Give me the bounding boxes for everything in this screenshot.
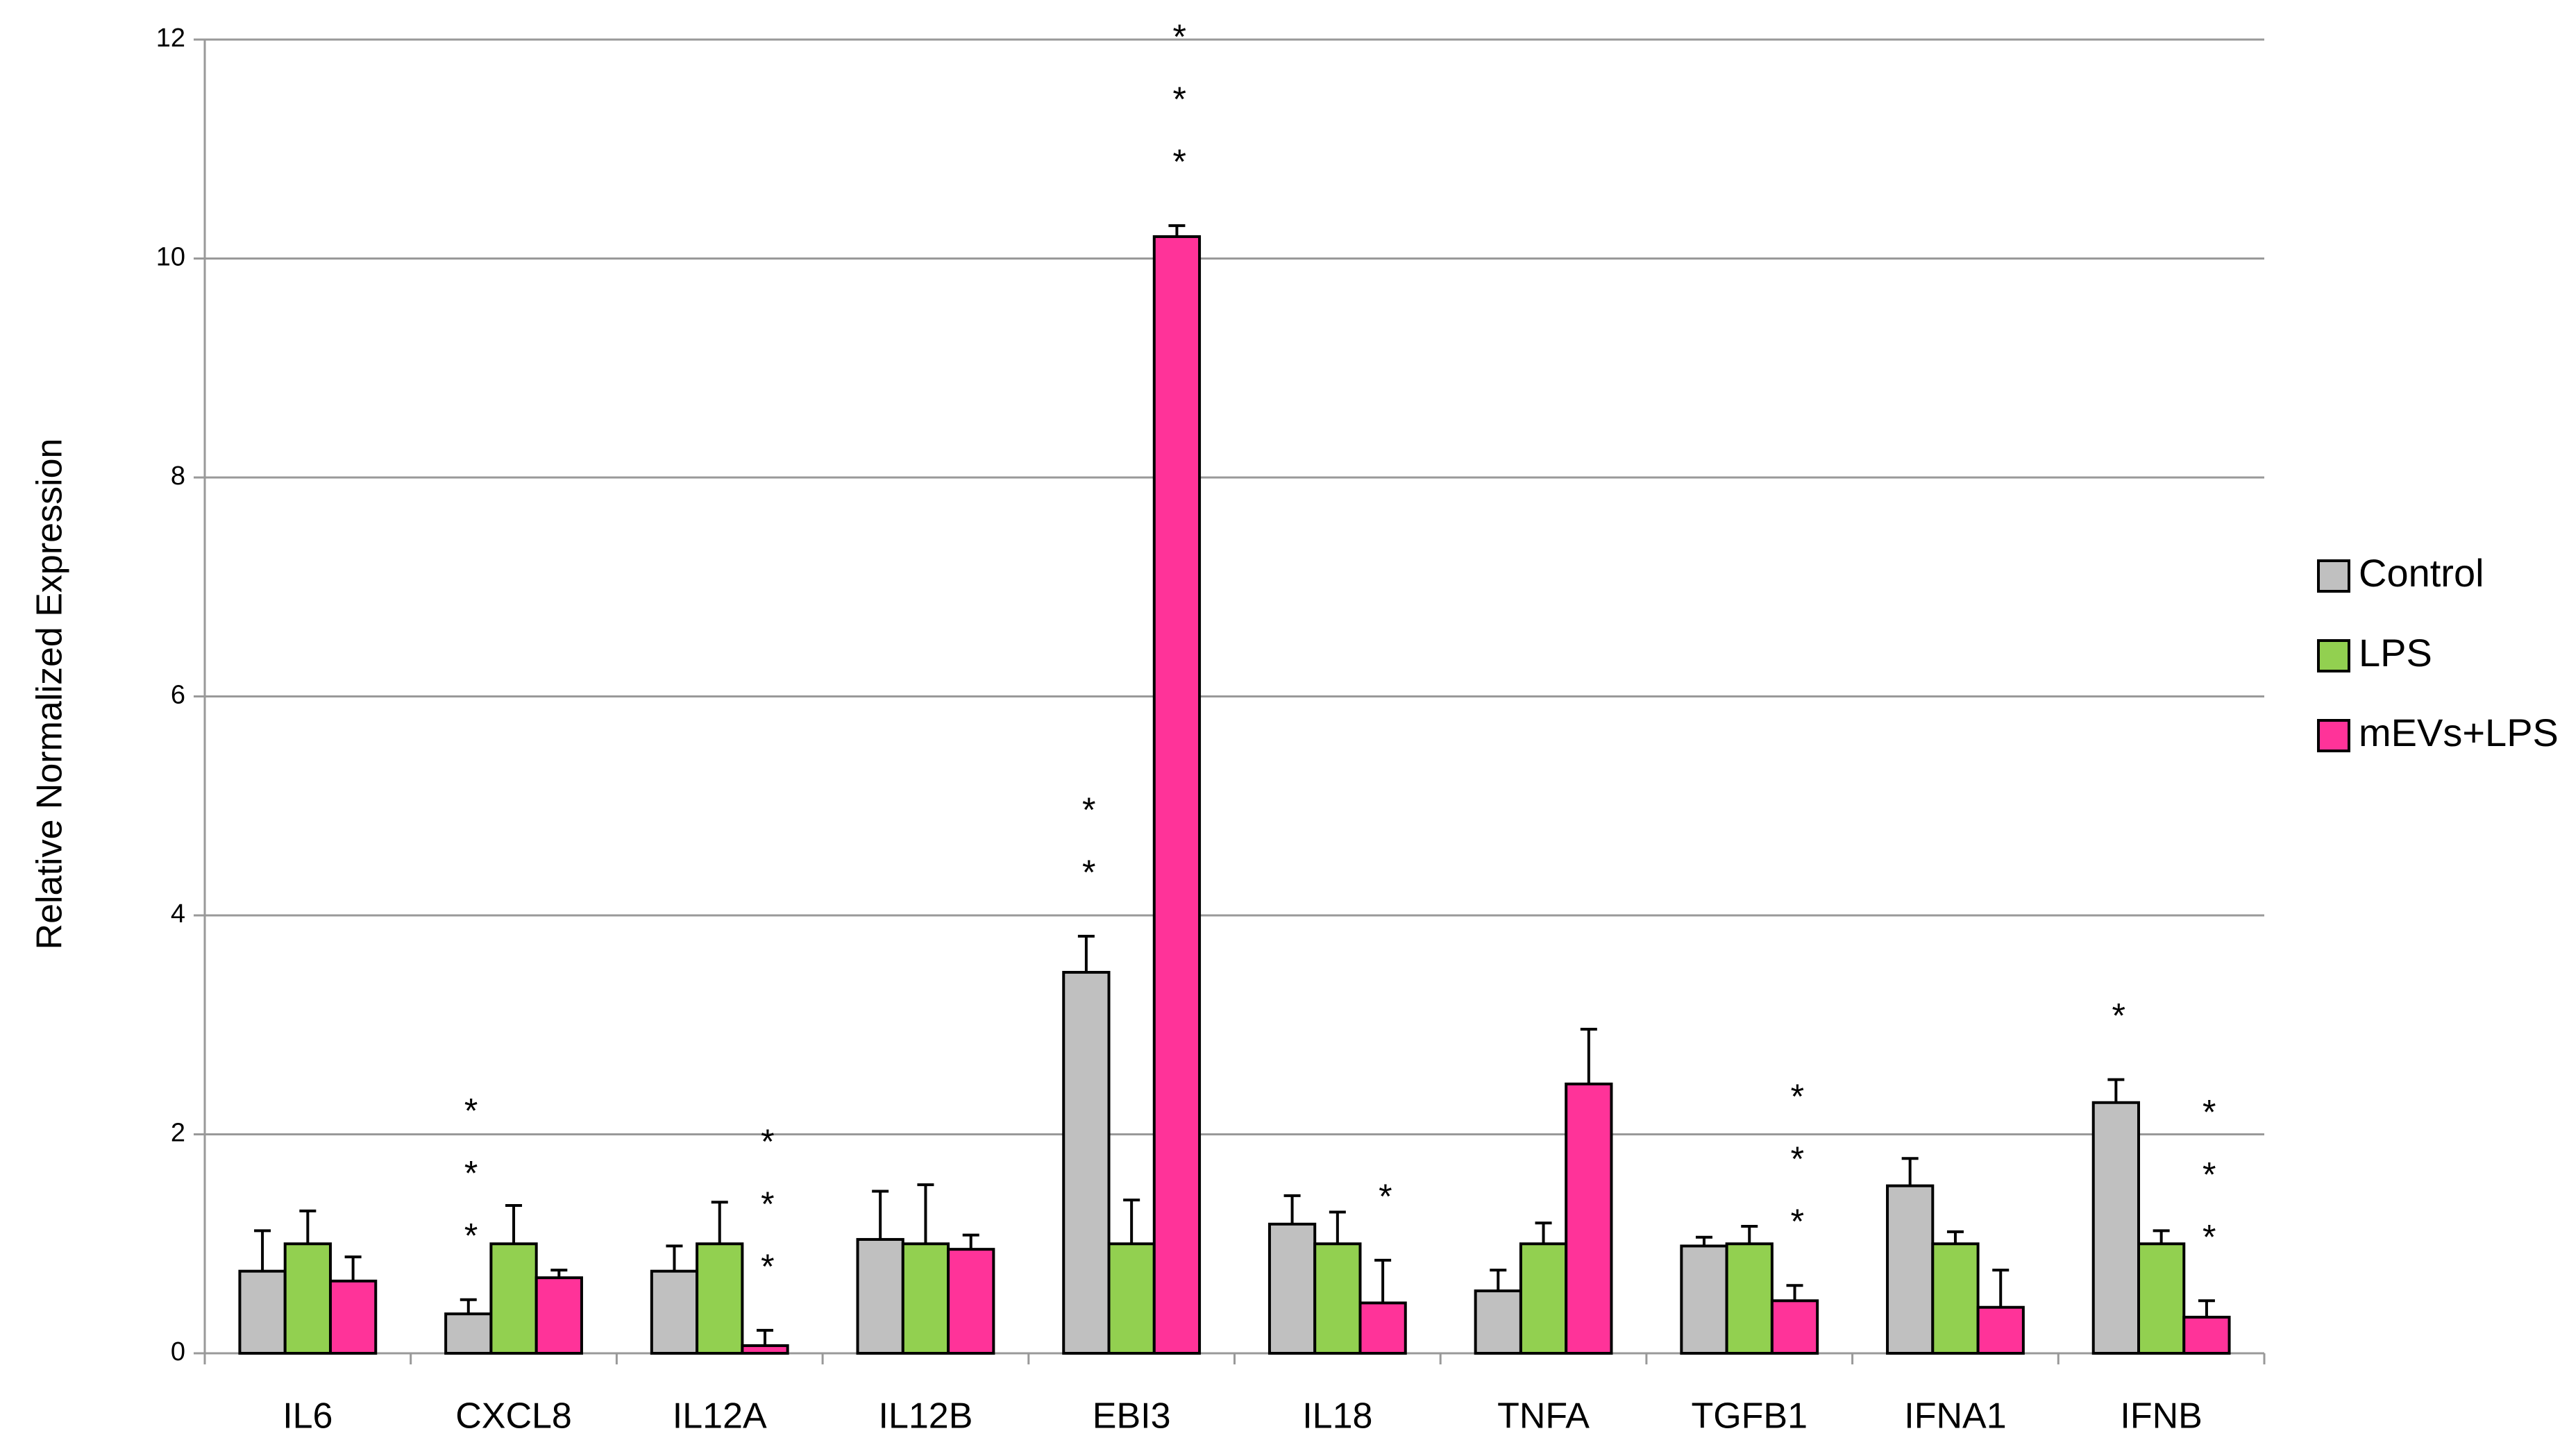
legend-label: mEVs+LPS	[2359, 711, 2559, 754]
significance-marker: ***	[452, 1092, 491, 1279]
y-tick-label: 4	[171, 899, 185, 929]
y-tick-label: 8	[171, 462, 185, 491]
x-tick-label: IL18	[1302, 1396, 1372, 1437]
significance-marker: ***	[1160, 17, 1199, 205]
bar	[1267, 1222, 1317, 1355]
legend-label: LPS	[2359, 631, 2432, 675]
legend-swatch	[2317, 719, 2350, 752]
bar	[1519, 1242, 1568, 1355]
bar	[2137, 1242, 2186, 1355]
bar	[2091, 1101, 2141, 1355]
bar	[1976, 1305, 2025, 1355]
bar	[1565, 1082, 1613, 1355]
x-tick-label: TNFA	[1497, 1396, 1590, 1437]
bar	[947, 1248, 995, 1355]
significance-marker: *	[1366, 1177, 1405, 1239]
x-tick-label: IFNB	[2120, 1396, 2202, 1437]
bar	[1931, 1242, 1980, 1355]
bar	[856, 1237, 904, 1355]
y-tick-label: 12	[156, 24, 185, 53]
significance-marker: ***	[1778, 1077, 1817, 1264]
bar	[1725, 1242, 1774, 1355]
x-tick-label: IL12B	[879, 1396, 973, 1437]
bar	[1313, 1242, 1362, 1355]
x-tick-label: CXCL8	[455, 1396, 572, 1437]
bar	[650, 1269, 699, 1355]
significance-marker: ***	[2190, 1092, 2229, 1280]
bar	[2182, 1315, 2231, 1355]
bar	[1680, 1244, 1728, 1355]
bar	[696, 1242, 744, 1355]
bar	[444, 1312, 493, 1355]
significance-marker: ***	[748, 1122, 787, 1310]
y-axis-title: Relative Normalized Expression	[30, 439, 70, 950]
y-tick-label: 0	[171, 1337, 185, 1366]
x-tick-label: EBI3	[1093, 1396, 1171, 1437]
bar	[1062, 971, 1111, 1355]
bar	[1107, 1242, 1156, 1355]
legend-label: Control	[2359, 551, 2484, 595]
y-tick-label: 6	[171, 681, 185, 710]
bar	[1152, 235, 1202, 1355]
bar	[238, 1269, 287, 1355]
bar	[1886, 1184, 1935, 1355]
bar	[1358, 1301, 1407, 1355]
x-tick-label: IL12A	[673, 1396, 767, 1437]
x-tick-label: IFNA1	[1904, 1396, 2006, 1437]
bar	[741, 1344, 789, 1355]
bar	[283, 1242, 332, 1355]
bar	[328, 1279, 378, 1355]
bar	[1770, 1299, 1819, 1355]
x-tick-label: TGFB1	[1691, 1396, 1808, 1437]
x-tick-label: IL6	[283, 1396, 332, 1437]
significance-marker: **	[1070, 790, 1109, 915]
y-tick-label: 10	[156, 243, 185, 272]
bar	[489, 1242, 538, 1355]
legend-swatch	[2317, 559, 2350, 593]
bar	[1474, 1289, 1522, 1355]
y-tick-label: 2	[171, 1119, 185, 1148]
significance-marker: *	[2099, 997, 2138, 1059]
bar	[901, 1242, 950, 1355]
legend-swatch	[2317, 639, 2350, 672]
bar	[534, 1276, 583, 1355]
